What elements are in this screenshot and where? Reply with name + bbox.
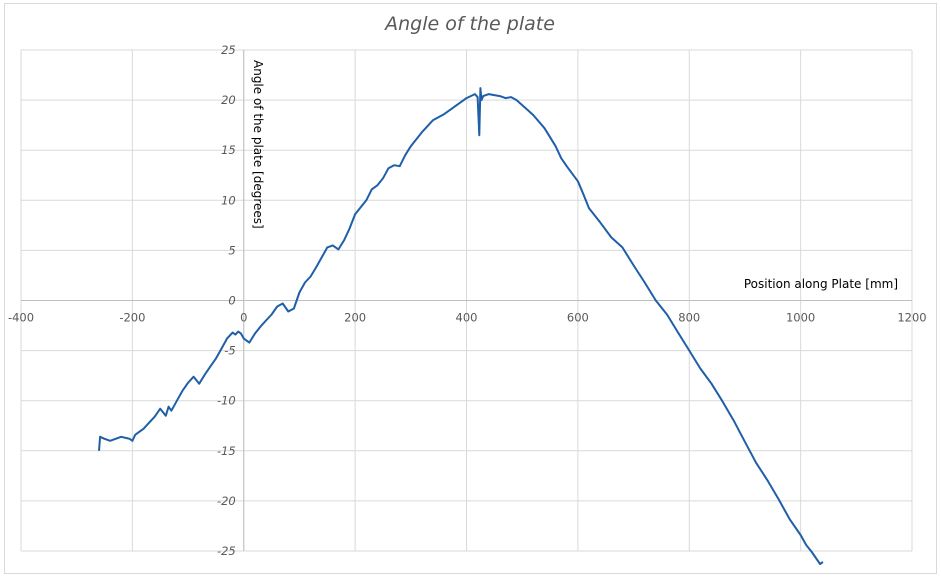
chart-title: Angle of the plate [383, 13, 555, 35]
x-tick-label: 200 [344, 311, 366, 325]
x-tick-label: 1000 [786, 311, 815, 325]
x-tick-labels: -400 -200 0 200 400 600 800 1000 1200 [8, 311, 927, 325]
y-tick-label: -20 [217, 494, 236, 508]
y-tick-labels: 25 20 15 10 5 0 -5 -10 -15 -20 -25 [217, 43, 236, 558]
y-tick-label: 5 [228, 243, 235, 257]
x-tick-label: 400 [456, 311, 478, 325]
chart-frame [4, 3, 937, 574]
axes [21, 50, 912, 551]
x-tick-label: 600 [567, 311, 589, 325]
y-tick-label: 25 [221, 43, 236, 57]
series-group [98, 87, 824, 565]
y-tick-label: -10 [217, 394, 236, 408]
x-tick-label: 800 [678, 311, 700, 325]
y-tick-label: 0 [228, 294, 235, 308]
y-tick-label: 15 [221, 143, 236, 157]
y-tick-label: -15 [217, 444, 236, 458]
gridlines [20, 49, 913, 552]
x-axis-label: Position along Plate [mm] [744, 277, 898, 291]
x-tick-label: -200 [119, 311, 145, 325]
y-tick-label: -5 [224, 344, 235, 358]
x-tick-label: -400 [8, 311, 34, 325]
x-tick-label: 0 [240, 311, 247, 325]
y-tick-label: 20 [221, 93, 236, 107]
y-axis-label: Angle of the plate [degrees] [251, 60, 265, 229]
y-tick-label: -25 [217, 544, 236, 558]
series-line [98, 87, 824, 565]
x-tick-label: 1200 [897, 311, 926, 325]
y-tick-label: 10 [221, 193, 236, 207]
